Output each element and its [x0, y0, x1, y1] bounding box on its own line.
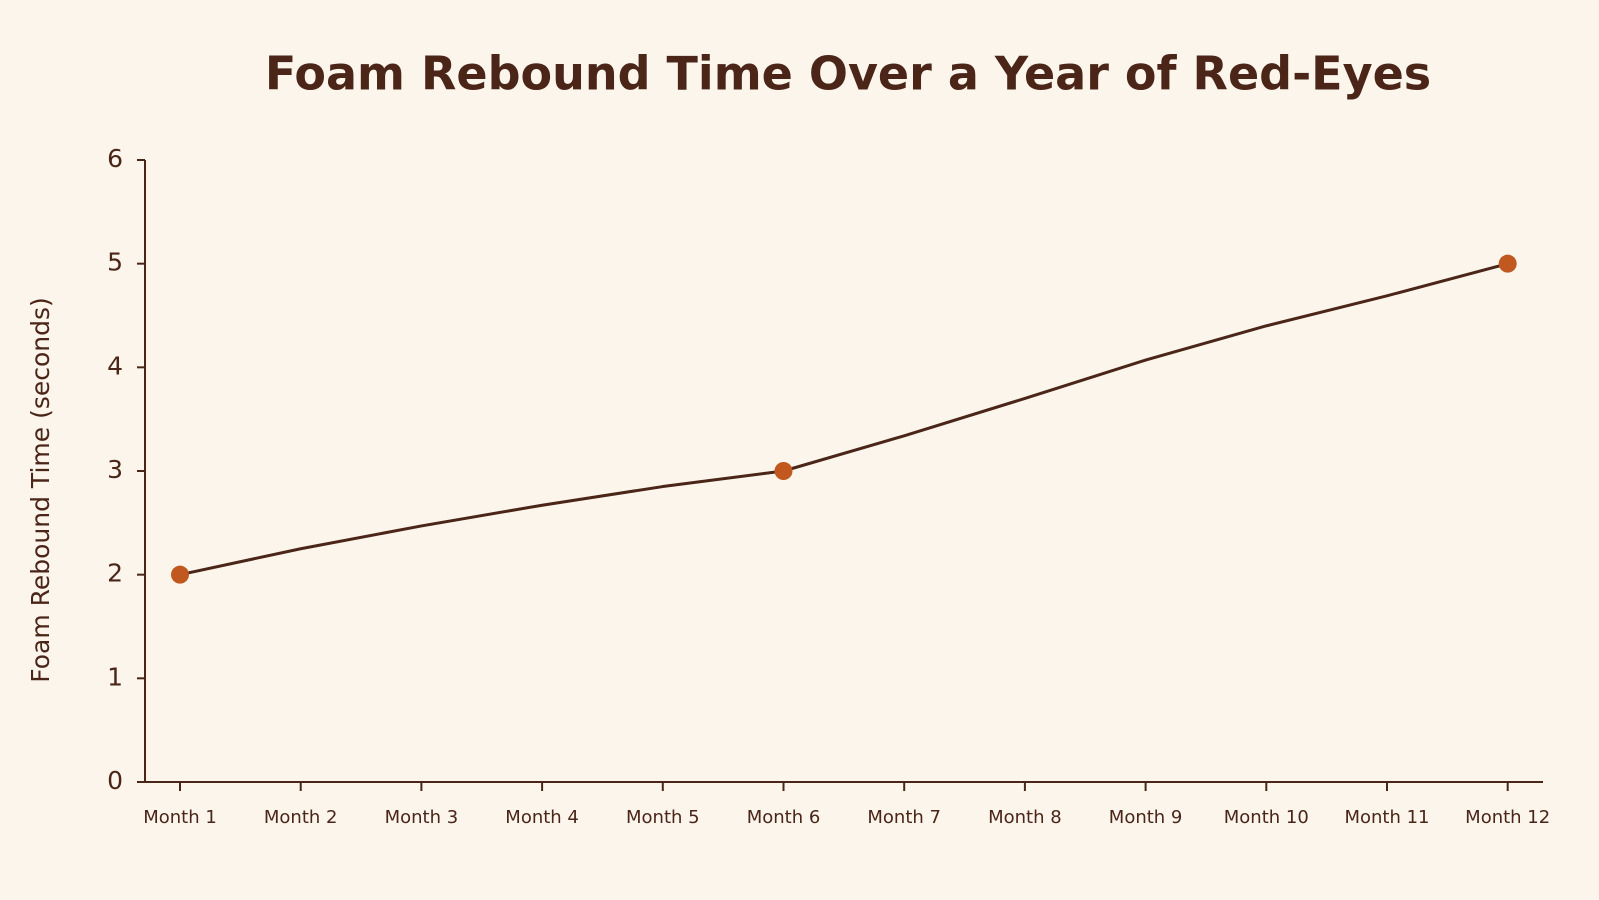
x-tick-label: Month 5: [626, 807, 700, 828]
y-tick-label: 2: [107, 559, 123, 588]
data-line: [179, 262, 1509, 577]
y-tick-label: 0: [107, 766, 123, 795]
data-point: [171, 565, 189, 584]
x-tick-label: Month 4: [505, 807, 579, 828]
y-tick-label: 4: [107, 351, 123, 380]
x-tick-label: Month 8: [988, 807, 1062, 828]
y-tick-label: 1: [107, 662, 123, 691]
x-tick-label: Month 6: [747, 807, 821, 828]
x-tick-label: Month 10: [1224, 807, 1309, 828]
x-tick-label: Month 9: [1109, 807, 1183, 828]
y-tick-label: 5: [107, 248, 123, 277]
y-tick-label: 3: [107, 455, 123, 484]
x-tick-label: Month 2: [264, 807, 338, 828]
x-tick-label: Month 11: [1344, 807, 1429, 828]
x-tick-label: Month 12: [1465, 807, 1550, 828]
x-tick-label: Month 7: [867, 807, 941, 828]
chart-title: Foam Rebound Time Over a Year of Red-Eye…: [265, 47, 1431, 101]
data-point: [1498, 254, 1517, 273]
x-tick-label: Month 1: [143, 807, 217, 828]
y-axis-label: Foam Rebound Time (seconds): [26, 297, 55, 683]
y-tick-label: 6: [107, 144, 123, 173]
x-tick-label: Month 3: [385, 807, 459, 828]
data-point: [774, 462, 793, 480]
